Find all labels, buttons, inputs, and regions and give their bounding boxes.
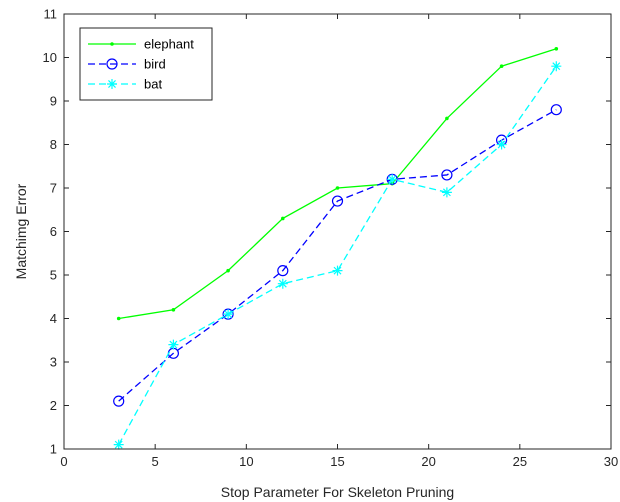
x-tick-label: 0 (60, 454, 67, 469)
y-tick-label: 10 (43, 50, 57, 65)
legend-label-elephant: elephant (144, 37, 194, 52)
legend-label-bird: bird (144, 57, 166, 72)
axes-layer: 0 5 10 15 20 25 30 1 2 3 4 5 6 7 8 9 10 11 (43, 7, 619, 470)
x-tick-label: 20 (421, 454, 435, 469)
y-tick-label: 1 (50, 442, 57, 457)
data-point-elephant (499, 64, 504, 68)
data-point-elephant (335, 186, 340, 190)
series-line-bat (118, 65, 557, 445)
data-point-bat (496, 139, 507, 150)
data-point-bird (113, 395, 125, 407)
data-point-bird (550, 104, 562, 116)
data-point-bird (331, 195, 344, 207)
y-tick-label: 6 (50, 224, 57, 239)
data-point-bat (113, 439, 124, 450)
data-point-elephant (116, 316, 121, 321)
x-tick-label: 25 (513, 454, 527, 469)
series-bat (113, 61, 562, 450)
legend-marker-elephant (110, 42, 114, 46)
x-axis-title: Stop Parameter For Skeleton Pruning (221, 484, 454, 500)
data-point-elephant (226, 268, 230, 273)
data-point-bat (387, 174, 398, 185)
y-tick-label: 7 (50, 181, 57, 196)
x-tick-label: 30 (604, 454, 618, 469)
y-tick-label: 2 (50, 398, 57, 413)
x-tick-label: 5 (152, 454, 159, 469)
x-tick-label: 15 (330, 454, 344, 469)
series-layer (113, 47, 562, 450)
legend-marker-bat (107, 79, 117, 89)
y-tick-label: 8 (50, 137, 57, 152)
legend-marker-bird (106, 58, 118, 70)
y-axis-title: Matchimg Error (13, 183, 29, 279)
legend-item-bird: bird (88, 57, 166, 72)
data-point-bat (441, 187, 452, 198)
data-point-elephant (281, 216, 285, 221)
y-tick-label: 11 (44, 7, 58, 22)
data-point-elephant (171, 308, 176, 312)
data-point-bird (441, 169, 453, 181)
legend-item-bat: bat (88, 77, 162, 92)
y-tick-label: 3 (50, 355, 57, 370)
data-point-bird (277, 265, 289, 277)
series-line-bird (118, 109, 557, 402)
data-point-bat (223, 309, 234, 320)
y-tick-label: 5 (50, 268, 57, 283)
data-point-bat (168, 339, 179, 350)
data-point-bat (277, 278, 288, 289)
data-point-bat (551, 61, 562, 72)
legend: elephant bird bat (79, 27, 213, 101)
data-point-bat (332, 265, 343, 276)
series-elephant (116, 47, 559, 321)
legend-label-bat: bat (144, 77, 162, 92)
y-tick-label: 4 (50, 311, 57, 326)
legend-item-elephant: elephant (88, 37, 194, 52)
data-point-elephant (554, 47, 559, 51)
x-tick-label: 10 (239, 454, 253, 469)
y-tick-label: 9 (50, 94, 57, 109)
data-point-elephant (445, 116, 449, 121)
